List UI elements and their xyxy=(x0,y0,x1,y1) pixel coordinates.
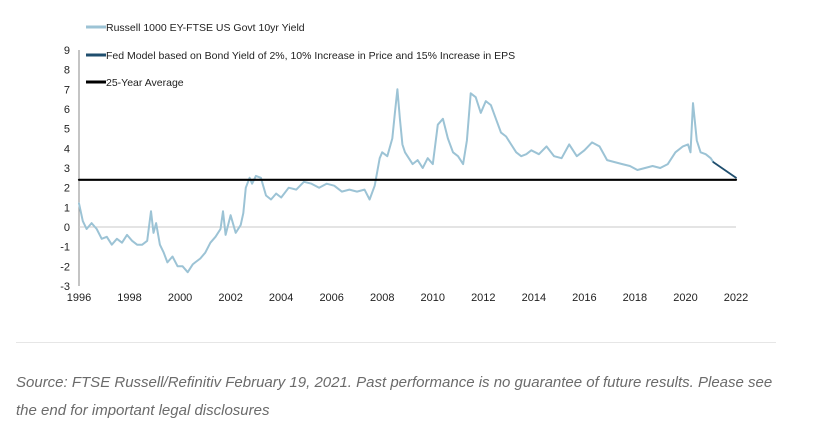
y-tick-label: 7 xyxy=(64,84,70,96)
x-tick-label: 2022 xyxy=(724,292,748,304)
x-tick-label: 2006 xyxy=(319,292,343,304)
x-tick-label: 2020 xyxy=(673,292,697,304)
divider xyxy=(16,342,776,343)
x-tick-label: 2018 xyxy=(623,292,647,304)
x-tick-label: 2010 xyxy=(421,292,445,304)
x-tick-label: 1998 xyxy=(117,292,141,304)
x-tick-label: 2008 xyxy=(370,292,394,304)
y-tick-label: 8 xyxy=(64,65,70,77)
series-line-fed-model xyxy=(712,161,737,179)
x-tick-label: 2012 xyxy=(471,292,495,304)
x-tick-label: 2002 xyxy=(218,292,242,304)
y-tick-label: 6 xyxy=(64,104,70,116)
x-tick-label: 2014 xyxy=(522,292,546,304)
y-tick-label: -3 xyxy=(60,281,70,293)
y-tick-label: 9 xyxy=(64,45,70,57)
y-tick-label: -1 xyxy=(60,242,70,254)
y-tick-label: 5 xyxy=(64,124,70,136)
y-tick-label: 2 xyxy=(64,183,70,195)
x-tick-label: 2000 xyxy=(168,292,192,304)
x-tick-label: 2016 xyxy=(572,292,596,304)
source-caption: Source: FTSE Russell/Refinitiv February … xyxy=(16,374,773,419)
x-tick-label: 1996 xyxy=(67,292,91,304)
legend-item-russell-label: Russell 1000 EY-FTSE US Govt 10yr Yield xyxy=(106,22,305,34)
legend-item-fed-model-label: Fed Model based on Bond Yield of 2%, 10%… xyxy=(106,50,515,62)
legend-item-average-label: 25-Year Average xyxy=(106,77,184,89)
y-tick-label: 3 xyxy=(64,163,70,175)
y-tick-label: 0 xyxy=(64,222,70,234)
y-tick-label: -2 xyxy=(60,261,70,273)
x-tick-label: 2004 xyxy=(269,292,293,304)
y-tick-label: 1 xyxy=(64,202,70,214)
series-line-russell-ey-yield xyxy=(78,88,715,274)
y-tick-label: 4 xyxy=(64,143,70,155)
